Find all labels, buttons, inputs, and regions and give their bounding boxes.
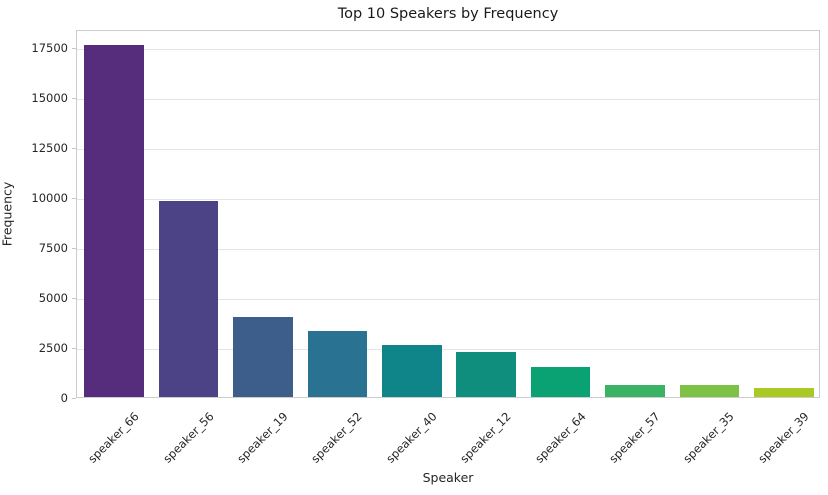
bar-speaker_57 bbox=[605, 385, 665, 397]
y-tick-mark bbox=[72, 348, 76, 349]
y-tick-mark bbox=[72, 298, 76, 299]
gridline-y-5000 bbox=[77, 298, 819, 300]
gridline-y-15000 bbox=[77, 98, 819, 100]
y-tick-mark bbox=[72, 98, 76, 99]
bar-speaker_12 bbox=[456, 352, 516, 397]
x-tick-label-speaker_35: speaker_35 bbox=[680, 409, 738, 466]
gridline-y-12500 bbox=[77, 148, 819, 150]
bar-speaker_56 bbox=[158, 201, 219, 397]
bar-speaker_35 bbox=[679, 385, 740, 397]
gridline-y-2500 bbox=[77, 348, 819, 350]
y-tick-mark bbox=[72, 248, 76, 249]
x-tick-label-speaker_64: speaker_64 bbox=[531, 409, 589, 466]
gridline-y-10000 bbox=[77, 198, 819, 200]
x-tick-label-speaker_66: speaker_66 bbox=[85, 409, 142, 466]
y-tick-label-7500: 7500 bbox=[38, 240, 68, 255]
y-tick-label-12500: 12500 bbox=[31, 140, 68, 155]
y-tick-label-2500: 2500 bbox=[38, 340, 68, 355]
gridline-y-17500 bbox=[77, 48, 819, 50]
x-tick-label-speaker_56: speaker_56 bbox=[159, 409, 217, 466]
x-tick-label-speaker_39: speaker_39 bbox=[755, 409, 812, 466]
x-tick-label-speaker_57: speaker_57 bbox=[606, 409, 663, 466]
plot-area bbox=[76, 30, 820, 398]
y-tick-label-5000: 5000 bbox=[38, 290, 68, 305]
bar-speaker_40 bbox=[382, 345, 442, 397]
x-tick-label-speaker_19: speaker_19 bbox=[234, 409, 291, 466]
y-tick-label-10000: 10000 bbox=[31, 190, 68, 205]
y-tick-label-17500: 17500 bbox=[31, 40, 68, 55]
bar-speaker_39 bbox=[754, 388, 814, 397]
y-tick-mark bbox=[72, 148, 76, 149]
x-tick-label-speaker_52: speaker_52 bbox=[308, 409, 366, 466]
y-tick-mark bbox=[72, 398, 76, 399]
bar-speaker_19 bbox=[233, 317, 293, 397]
bar-speaker_66 bbox=[84, 45, 144, 397]
bar-speaker_64 bbox=[530, 366, 591, 397]
y-axis-label: Frequency bbox=[0, 181, 15, 247]
y-tick-label-0: 0 bbox=[60, 390, 68, 405]
y-tick-mark bbox=[72, 198, 76, 199]
x-axis-label: Speaker bbox=[422, 470, 474, 485]
y-tick-mark bbox=[72, 48, 76, 49]
chart-title: Top 10 Speakers by Frequency bbox=[337, 6, 559, 22]
x-tick-label-speaker_40: speaker_40 bbox=[383, 409, 440, 466]
gridline-y-7500 bbox=[77, 248, 819, 250]
x-tick-label-speaker_12: speaker_12 bbox=[457, 409, 514, 466]
bar-speaker_52 bbox=[307, 331, 368, 397]
y-tick-label-15000: 15000 bbox=[31, 90, 68, 105]
